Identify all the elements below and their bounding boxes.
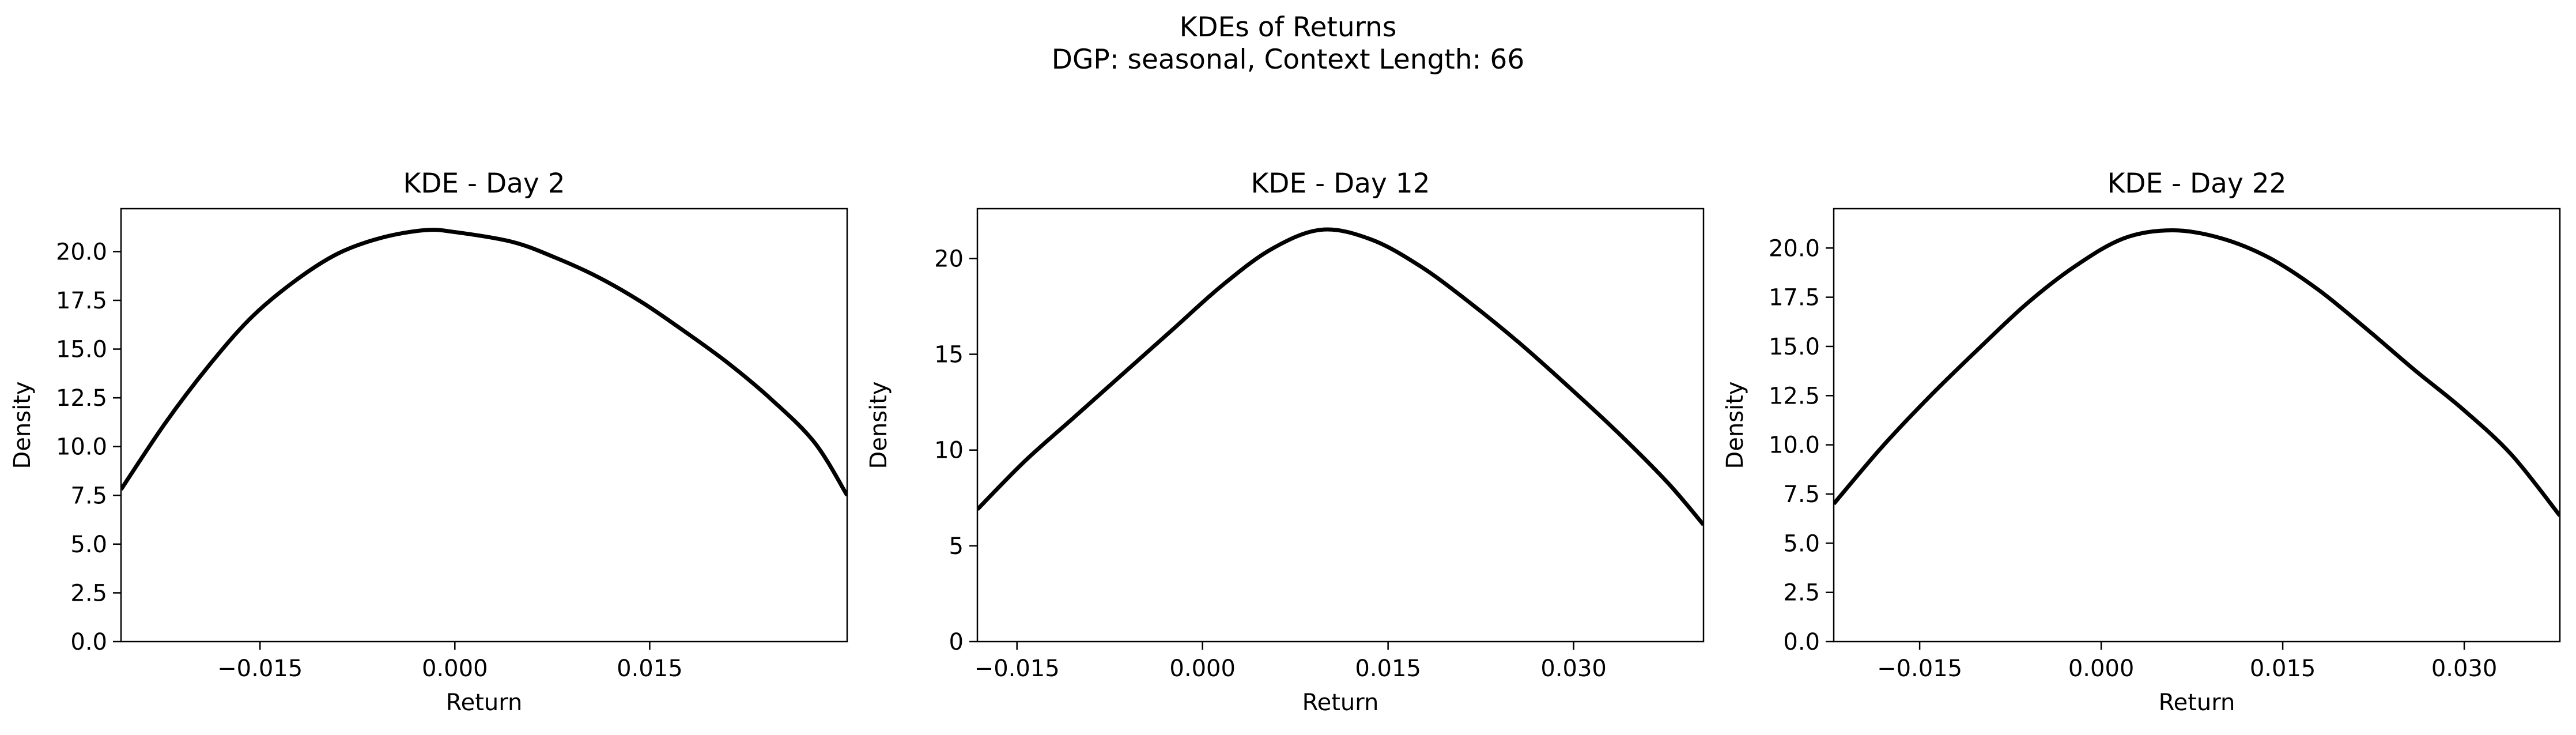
x-tick-label: 0.030 [2431, 655, 2498, 682]
figure-subtitle: DGP: seasonal, Context Length: 66 [1051, 44, 1525, 76]
kde-panel-2: KDE - Day 12 −0.015 0.000 0.015 0.030 0 5 10 15 2… [866, 168, 1705, 716]
y-tick-label: 5.0 [70, 532, 107, 558]
panel-title: KDE - Day 12 [1251, 168, 1430, 199]
y-tick-label: 0.0 [70, 629, 107, 655]
axes-frame [120, 208, 848, 643]
kde-panel-3: KDE - Day 22 −0.015 0.000 0.015 0.030 0.0 2.5 5… [1722, 168, 2561, 716]
y-tick-label: 2.5 [1783, 580, 1820, 606]
figure-suptitle: KDEs of Returns DGP: seasonal, Context L… [0, 12, 2576, 76]
axes-frame [1833, 208, 2561, 643]
y-tick-label: 12.5 [56, 385, 107, 412]
y-tick-label: 12.5 [1769, 383, 1820, 409]
kde-panel-1: KDE - Day 2 −0.015 0.000 0.015 0.0 2.5 5.0 7.5 1… [9, 168, 848, 716]
x-tick-label: 0.000 [1169, 655, 1236, 682]
x-tick-label: 0.015 [1355, 655, 1421, 682]
y-tick-label: 17.5 [56, 288, 107, 314]
y-tick-label: 10.0 [56, 434, 107, 461]
axes-frame [976, 208, 1705, 643]
x-tick-label: −0.015 [217, 655, 303, 682]
density-line [977, 227, 1704, 526]
x-tick-label: 0.015 [2250, 655, 2316, 682]
y-axis-label: Density [1722, 381, 1748, 469]
y-tick-label: 5.0 [1783, 530, 1820, 557]
y-tick-label: 0 [949, 629, 964, 655]
x-axis-label: Return [1302, 689, 1379, 716]
x-tick-label: 0.030 [1540, 655, 1607, 682]
y-axis-label: Density [9, 381, 36, 469]
y-tick-label: 20 [934, 246, 964, 272]
density-line [121, 228, 847, 497]
x-tick-label: −0.015 [975, 655, 1060, 682]
x-tick-label: −0.015 [1877, 655, 1962, 682]
y-tick-label: 15 [934, 342, 964, 368]
y-tick-label: 10 [934, 438, 964, 464]
x-axis-label: Return [2159, 689, 2235, 716]
y-tick-label: 7.5 [70, 483, 107, 509]
panel-title: KDE - Day 22 [2107, 168, 2286, 199]
y-tick-label: 20.0 [1769, 235, 1820, 262]
x-axis-label: Return [446, 689, 523, 716]
figure-title: KDEs of Returns [1179, 12, 1397, 43]
y-tick-label: 5 [949, 533, 964, 560]
y-tick-label: 7.5 [1783, 481, 1820, 508]
y-tick-label: 0.0 [1783, 629, 1820, 655]
y-tick-label: 15.0 [1769, 334, 1820, 360]
y-axis-label: Density [866, 381, 892, 469]
y-tick-label: 17.5 [1769, 285, 1820, 311]
x-tick-label: 0.000 [2068, 655, 2135, 682]
y-tick-label: 15.0 [56, 337, 107, 363]
y-tick-label: 2.5 [70, 580, 107, 606]
x-tick-label: 0.000 [422, 655, 488, 682]
y-tick-label: 20.0 [56, 239, 107, 265]
density-line [1834, 228, 2560, 517]
panel-title: KDE - Day 2 [403, 168, 565, 199]
y-tick-label: 10.0 [1769, 432, 1820, 459]
x-tick-label: 0.015 [617, 655, 683, 682]
